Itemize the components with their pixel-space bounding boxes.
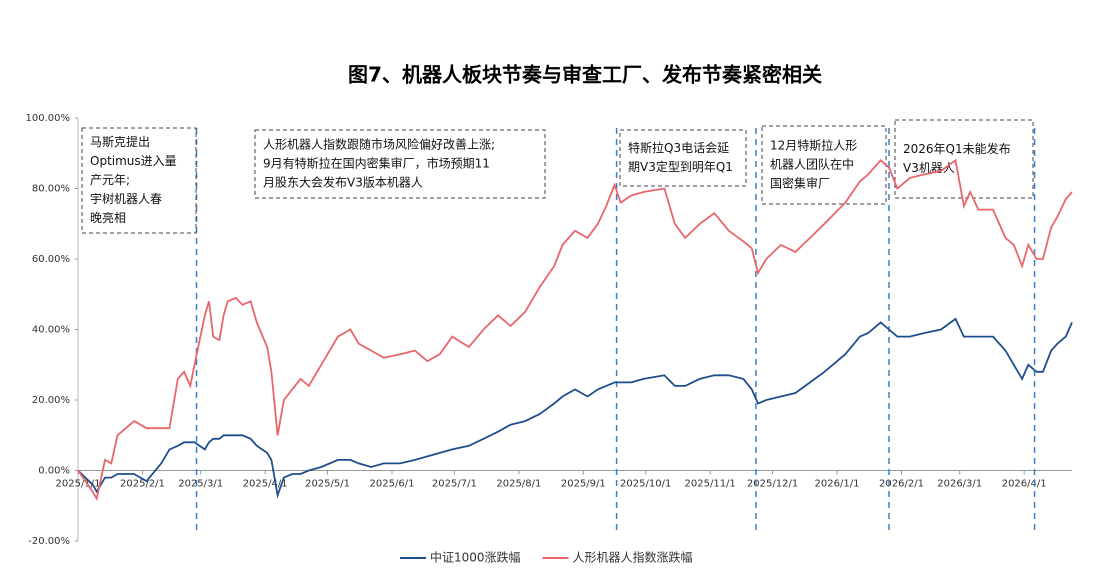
- annotation-text: 期V3定型到明年Q1: [628, 159, 733, 174]
- annotation-box: [81, 127, 197, 234]
- x-tick-label: 2025/8/1: [496, 479, 541, 490]
- annotation-text: 马斯克提出: [90, 134, 150, 149]
- y-tick-label: 60.00%: [32, 254, 70, 265]
- annotation-text: 9月有特斯拉在国内密集审厂，市场预期11: [263, 156, 490, 171]
- y-tick-label: 80.00%: [32, 184, 70, 195]
- x-tick-label: 2025/10/1: [620, 479, 671, 490]
- annotation-text: V3机器人: [903, 161, 955, 175]
- x-tick-label: 2025/11/1: [685, 479, 736, 490]
- x-tick-label: 2025/1/1: [56, 479, 101, 490]
- x-tick-label: 2025/3/1: [178, 479, 223, 490]
- series-line: [77, 317, 1073, 499]
- x-tick-label: 2025/7/1: [432, 479, 477, 490]
- x-tick-label: 2025/5/1: [305, 479, 350, 490]
- annotation-text: 产元年;: [90, 173, 130, 187]
- x-tick-label: 2025/2/1: [120, 479, 165, 490]
- x-tick-label: 2026/2/1: [879, 479, 924, 490]
- x-tick-label: 2026/4/1: [1002, 479, 1047, 490]
- annotation-box: [894, 119, 1034, 199]
- annotation-box: [619, 129, 747, 187]
- chart-title: 图7、机器人板块节奏与审查工厂、发布节奏紧密相关: [348, 63, 822, 87]
- x-tick-label: 2025/4/1: [243, 479, 288, 490]
- annotation-text: 晚亮相: [90, 210, 126, 225]
- x-tick-label: 2025/12/1: [747, 479, 798, 490]
- x-tick-label: 2025/6/1: [370, 479, 415, 490]
- x-tick-label: 2026/1/1: [815, 479, 860, 490]
- annotation-text: 12月特斯拉人形: [770, 138, 857, 153]
- annotation-text: Optimus进入量: [90, 154, 177, 168]
- y-tick-label: -20.00%: [28, 536, 70, 547]
- legend-label: 中证1000涨跌幅: [430, 550, 521, 565]
- annotation-text: 2026年Q1未能发布: [903, 141, 1011, 156]
- annotation-text: 机器人团队在中: [770, 157, 854, 172]
- y-tick-label: 100.00%: [26, 113, 71, 124]
- y-tick-label: 0.00%: [38, 466, 70, 477]
- annotation-text: 宇树机器人春: [90, 191, 162, 206]
- annotation-text: 人形机器人指数跟随市场风险偏好改善上涨;: [263, 137, 495, 152]
- y-tick-label: 20.00%: [32, 395, 70, 406]
- legend-label: 人形机器人指数涨跌幅: [573, 550, 693, 565]
- x-tick-label: 2025/9/1: [561, 479, 606, 490]
- annotation-text: 国密集审厂: [770, 176, 830, 191]
- annotation-text: 月股东大会发布V3版本机器人: [263, 175, 423, 190]
- series-line: [77, 158, 1073, 502]
- annotation-text: 特斯拉Q3电话会延: [628, 140, 729, 155]
- x-tick-label: 2026/3/1: [937, 479, 982, 490]
- annotation-box: [254, 129, 546, 199]
- y-tick-label: 40.00%: [32, 325, 70, 336]
